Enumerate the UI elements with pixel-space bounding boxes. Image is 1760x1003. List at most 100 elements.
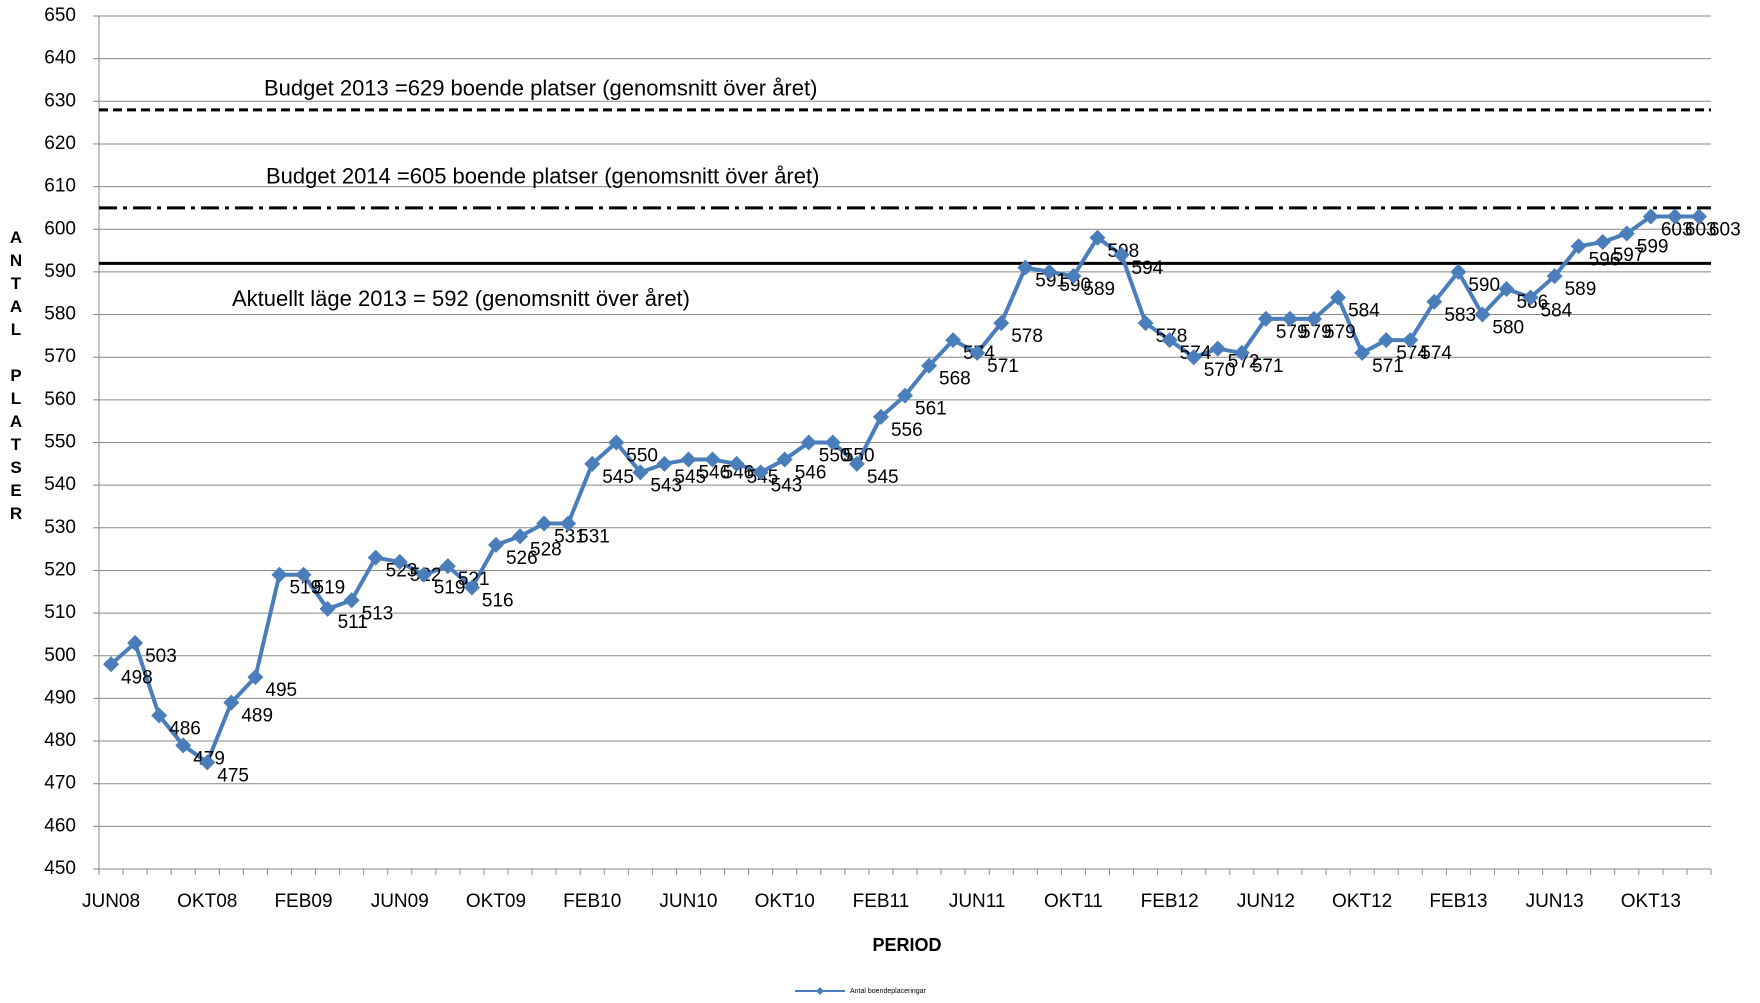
marker — [704, 451, 721, 468]
marker — [921, 357, 938, 374]
data-label: 519 — [314, 578, 346, 599]
data-label: 528 — [530, 539, 562, 560]
data-label: 561 — [915, 399, 947, 420]
marker — [1065, 268, 1082, 285]
x-tick-label: FEB12 — [1141, 891, 1199, 912]
marker — [1041, 263, 1058, 280]
marker — [415, 566, 432, 583]
data-label: 571 — [1252, 356, 1284, 377]
y-axis-title: ANTAL PLATSER — [7, 228, 26, 527]
marker — [1450, 263, 1467, 280]
marker — [151, 707, 168, 724]
data-label: 550 — [843, 446, 875, 467]
x-tick-label: JUN11 — [949, 891, 1006, 912]
marker — [343, 592, 360, 609]
marker — [1185, 349, 1202, 366]
data-label: 589 — [1565, 279, 1597, 300]
data-label: 571 — [1372, 356, 1404, 377]
data-label: 513 — [362, 603, 394, 624]
x-tick-label: OKT13 — [1621, 891, 1681, 912]
data-label: 519 — [434, 578, 466, 599]
marker — [872, 408, 889, 425]
marker — [367, 549, 384, 566]
y-tick-label: 570 — [44, 346, 76, 367]
x-tick-label: JUN10 — [659, 891, 717, 912]
marker — [1161, 332, 1178, 349]
data-label: 498 — [121, 667, 153, 688]
marker — [800, 434, 817, 451]
y-tick-label: 520 — [44, 559, 76, 580]
marker — [1281, 310, 1298, 327]
marker — [103, 656, 120, 673]
data-label: 589 — [1083, 279, 1115, 300]
y-tick-label: 500 — [44, 645, 76, 666]
x-tick-label: JUN13 — [1526, 891, 1584, 912]
y-tick-label: 650 — [44, 5, 76, 26]
data-label: 550 — [626, 446, 658, 467]
y-tick-label: 640 — [44, 48, 76, 69]
data-label: 574 — [1420, 343, 1452, 364]
marker — [1474, 306, 1491, 323]
y-tick-label: 560 — [44, 389, 76, 410]
marker — [993, 315, 1010, 332]
data-label: 545 — [867, 467, 899, 488]
marker — [728, 455, 745, 472]
data-label: 584 — [1348, 301, 1380, 322]
marker — [776, 451, 793, 468]
data-label: 556 — [891, 420, 923, 441]
y-tick-label: 460 — [44, 815, 76, 836]
marker — [223, 694, 240, 711]
marker — [463, 579, 480, 596]
marker — [1642, 208, 1659, 225]
data-label: 546 — [698, 463, 730, 484]
data-label: 531 — [554, 527, 586, 548]
marker — [560, 515, 577, 532]
data-label: 579 — [1300, 322, 1332, 343]
data-label: 583 — [1444, 305, 1476, 326]
data-label: 571 — [987, 356, 1019, 377]
data-label: 570 — [1204, 360, 1236, 381]
y-tick-label: 590 — [44, 261, 76, 282]
marker — [391, 553, 408, 570]
y-tick-label: 470 — [44, 773, 76, 794]
x-tick-label: OKT11 — [1044, 891, 1103, 912]
data-label: 489 — [241, 706, 273, 727]
marker — [1546, 268, 1563, 285]
marker — [752, 464, 769, 481]
reference-label: Budget 2014 =605 boende platser (genomsn… — [266, 164, 819, 189]
marker — [1522, 289, 1539, 306]
x-tick-label: OKT09 — [466, 891, 526, 912]
data-label: 599 — [1637, 237, 1669, 258]
data-label: 584 — [1541, 301, 1573, 322]
data-label: 545 — [674, 467, 706, 488]
data-label: 579 — [1276, 322, 1308, 343]
data-label: 568 — [939, 369, 971, 390]
x-tick-label: FEB10 — [563, 891, 621, 912]
data-label: 503 — [145, 646, 177, 667]
legend-marker — [816, 987, 824, 995]
reference-label: Budget 2013 =629 boende platser (genomsn… — [264, 76, 817, 101]
data-label: 475 — [217, 765, 249, 786]
y-tick-label: 620 — [44, 133, 76, 154]
x-tick-label: FEB09 — [274, 891, 332, 912]
y-tick-label: 450 — [44, 858, 76, 879]
marker — [1257, 310, 1274, 327]
x-axis-title: PERIOD — [872, 935, 941, 955]
marker — [969, 344, 986, 361]
data-label: 574 — [1396, 343, 1428, 364]
marker — [1306, 310, 1323, 327]
marker — [824, 434, 841, 451]
marker — [656, 455, 673, 472]
data-label: 580 — [1492, 318, 1524, 339]
legend-label: Antal boendeplaceringar — [850, 988, 927, 995]
data-label: 550 — [819, 446, 851, 467]
marker — [584, 455, 601, 472]
data-label: 572 — [1228, 352, 1260, 373]
data-label: 603 — [1709, 219, 1741, 240]
y-tick-label: 580 — [44, 304, 76, 325]
data-label: 531 — [578, 527, 610, 548]
marker — [848, 455, 865, 472]
marker — [945, 332, 962, 349]
x-tick-label: OKT08 — [177, 891, 237, 912]
x-tick-label: JUN12 — [1237, 891, 1295, 912]
